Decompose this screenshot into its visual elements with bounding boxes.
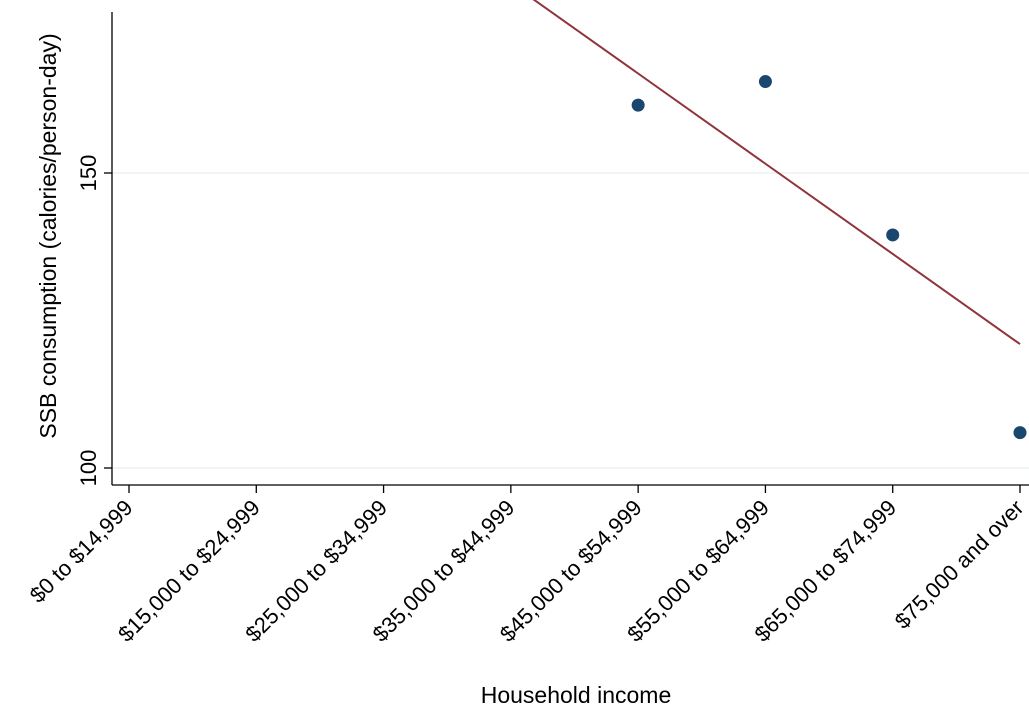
data-point [1013, 426, 1027, 440]
data-point [631, 98, 645, 112]
y-axis-title: SSB consumption (calories/person-day) [35, 33, 61, 438]
data-point [758, 75, 772, 89]
data-point [886, 228, 900, 242]
y-axis-ticks: 100150200250 [76, 155, 112, 487]
y-tick-label: 150 [76, 155, 101, 192]
x-tick-label: $0 to $14,999 [25, 495, 138, 608]
x-tick-label: $45,000 to $54,999 [495, 495, 647, 647]
x-tick-label: $35,000 to $44,999 [368, 495, 520, 647]
axes [111, 12, 1029, 486]
gridlines [112, 172, 1029, 469]
x-tick-label: $15,000 to $24,999 [113, 495, 265, 647]
x-axis-title: Household income [481, 682, 672, 708]
x-tick-label: $75,000 and over [890, 495, 1029, 634]
x-tick-label: $55,000 to $64,999 [622, 495, 774, 647]
x-tick-label: $65,000 to $74,999 [749, 495, 901, 647]
y-tick-label: 100 [76, 450, 101, 487]
data-points [631, 75, 1027, 440]
x-axis-ticks: $0 to $14,999$15,000 to $24,999$25,000 t… [25, 485, 1029, 647]
fit-line [532, 0, 1021, 345]
x-tick-label: $25,000 to $34,999 [240, 495, 392, 647]
